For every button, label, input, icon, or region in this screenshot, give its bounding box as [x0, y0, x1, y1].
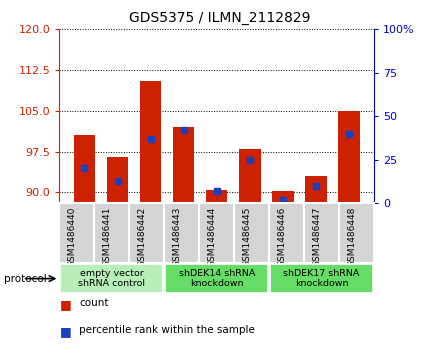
Point [147, 136, 154, 142]
Bar [338, 111, 359, 203]
Bar [94, 203, 129, 263]
Bar [164, 203, 199, 263]
Text: empty vector
shRNA control: empty vector shRNA control [78, 269, 145, 288]
Bar [107, 157, 128, 203]
Bar [140, 81, 161, 203]
Bar [60, 264, 163, 293]
Text: GSM1486444: GSM1486444 [208, 206, 216, 266]
Point [81, 166, 88, 171]
Point [345, 131, 352, 136]
Text: GSM1486440: GSM1486440 [68, 206, 77, 267]
Bar [239, 149, 260, 203]
Text: GSM1486441: GSM1486441 [103, 206, 112, 267]
Text: GSM1486445: GSM1486445 [242, 206, 252, 267]
Bar [234, 203, 269, 263]
Bar [305, 176, 326, 203]
Point [279, 197, 286, 203]
Text: GSM1486446: GSM1486446 [278, 206, 286, 267]
Text: protocol: protocol [4, 274, 47, 284]
Text: ■: ■ [59, 325, 71, 338]
Text: ■: ■ [59, 298, 71, 311]
Point [246, 157, 253, 163]
Point [180, 127, 187, 133]
Bar [74, 135, 95, 203]
Point [114, 178, 121, 184]
Bar [199, 203, 234, 263]
Text: count: count [79, 298, 109, 308]
Bar [269, 203, 304, 263]
Bar [206, 189, 227, 203]
Text: GSM1486448: GSM1486448 [348, 206, 356, 267]
Text: GDS5375 / ILMN_2112829: GDS5375 / ILMN_2112829 [129, 11, 311, 25]
Bar [272, 191, 293, 203]
Bar [270, 264, 373, 293]
Bar [129, 203, 164, 263]
Text: percentile rank within the sample: percentile rank within the sample [79, 325, 255, 335]
Bar [339, 203, 374, 263]
Text: shDEK17 shRNA
knockdown: shDEK17 shRNA knockdown [283, 269, 360, 288]
Bar [165, 264, 268, 293]
Bar [59, 203, 94, 263]
Bar [304, 203, 339, 263]
Point [213, 188, 220, 194]
Text: shDEK14 shRNA
knockdown: shDEK14 shRNA knockdown [179, 269, 255, 288]
Text: GSM1486442: GSM1486442 [138, 206, 147, 266]
Point [312, 183, 319, 189]
Bar [173, 127, 194, 203]
Text: GSM1486443: GSM1486443 [173, 206, 182, 267]
Text: GSM1486447: GSM1486447 [312, 206, 322, 267]
